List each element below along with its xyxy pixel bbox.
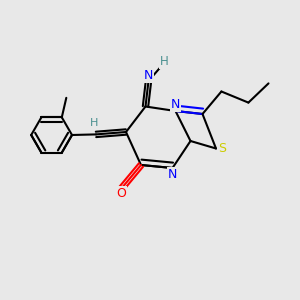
Text: N: N xyxy=(144,69,153,82)
Text: O: O xyxy=(117,187,126,200)
Text: N: N xyxy=(171,98,180,111)
Text: H: H xyxy=(160,55,169,68)
Text: S: S xyxy=(218,142,226,155)
Text: N: N xyxy=(168,168,177,181)
Text: H: H xyxy=(90,118,99,128)
